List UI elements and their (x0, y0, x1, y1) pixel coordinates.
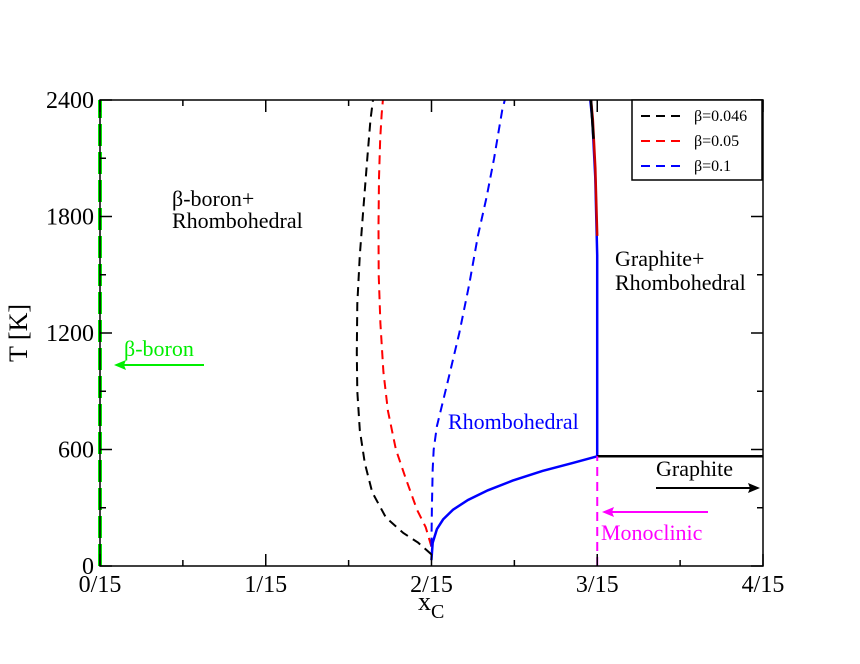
x-axis-title-main: x (418, 587, 431, 616)
legend-label-0: β=0.046 (694, 108, 747, 125)
annotation-monoclinic: Monoclinic (601, 520, 703, 545)
y-axis-title: T [K] (4, 304, 33, 362)
x-tick-label-3: 3/15 (576, 572, 619, 598)
boundary-rhombohedral-right-black (589, 99, 595, 139)
x-tick-label-0: 0/15 (79, 572, 122, 598)
x-tick-label-4: 4/15 (742, 572, 785, 598)
y-tick-label-1: 600 (58, 438, 94, 464)
x-axis-title-sub: C (431, 601, 444, 623)
arrow-monoclinic (602, 507, 708, 517)
arrow-graphite (656, 483, 760, 493)
annotation-graphite: Graphite (656, 456, 733, 481)
x-tick-label-2: 2/15 (410, 572, 453, 598)
x-tick-label-1: 1/15 (244, 572, 287, 598)
legend-label-1: β=0.05 (694, 133, 739, 150)
annotation-graphite-rhombo-1: Graphite+ (615, 246, 704, 271)
legend-label-2: β=0.1 (694, 158, 731, 175)
annotation-beta-boron: β-boron (124, 336, 194, 361)
series-line-1 (377, 99, 433, 547)
annotation-rhombohedral: Rhombohedral (448, 409, 579, 434)
annotation-graphite-rhombo-2: Rhombohedral (615, 270, 746, 295)
legend: β=0.046 β=0.05 β=0.1 (631, 99, 763, 181)
annotation-beta-boron-rhombo-1: β-boron+ (172, 186, 254, 211)
y-tick-label-3: 1800 (46, 205, 94, 231)
y-tick-label-2: 1200 (46, 321, 94, 347)
boundary-rhombohedral-lower (430, 455, 598, 561)
arrow-beta-boron (114, 360, 204, 370)
y-tick-label-0: 0 (82, 554, 94, 580)
legend-items: β=0.046 β=0.05 β=0.1 (641, 108, 747, 175)
y-tick-label-4: 2400 (46, 88, 94, 114)
series-line-2 (430, 99, 506, 547)
ticks-layer: 0/15 1/15 2/15 3/15 4/15 0 600 1200 1800 2400 (46, 88, 784, 598)
x-axis-title: xC (418, 587, 444, 623)
series-line-0 (355, 99, 433, 556)
legend-box (631, 99, 763, 181)
annotation-beta-boron-rhombo-2: Rhombohedral (172, 208, 303, 233)
